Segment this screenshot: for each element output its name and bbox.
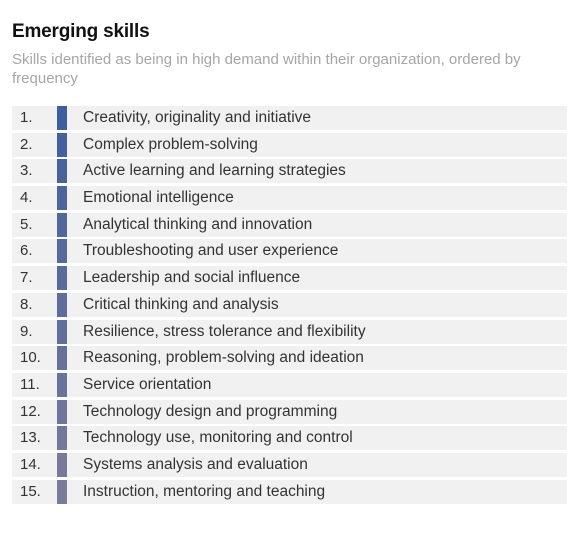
rank-marker-bar: [57, 239, 67, 264]
table-row: 3. Active learning and learning strategie…: [12, 159, 567, 184]
skill-label: Complex problem-solving: [83, 135, 258, 153]
rank-number: 8.: [20, 295, 33, 313]
rank-marker-bar: [57, 319, 67, 344]
table-row: 4. Emotional intelligence: [12, 186, 567, 211]
rank-number: 15.: [20, 482, 41, 500]
chart-subtitle: Skills identified as being in high deman…: [12, 51, 521, 87]
rank-number: 4.: [20, 189, 33, 207]
rank-marker-bar: [57, 399, 67, 424]
table-row: 6. Troubleshooting and user experience: [12, 239, 567, 264]
rank-marker-bar: [57, 132, 67, 157]
table-row: 9. Resilience, stress tolerance and flexi…: [12, 319, 567, 344]
rank-number: 6.: [20, 242, 33, 260]
rank-marker-bar: [57, 426, 67, 451]
rank-marker-bar: [57, 266, 67, 291]
skill-label: Instruction, mentoring and teaching: [83, 482, 326, 500]
skill-label: Troubleshooting and user experience: [83, 242, 339, 260]
rank-marker-bar: [57, 106, 67, 130]
table-row: 15. Instruction, mentoring and teaching: [12, 479, 567, 504]
rank-number: 13.: [20, 429, 41, 447]
rank-marker-bar: [57, 372, 67, 397]
rank-number: 12.: [20, 402, 41, 420]
rank-marker-bar: [57, 479, 67, 504]
skill-label: Service orientation: [83, 375, 212, 393]
skill-label: Creativity, originality and initiative: [83, 109, 312, 126]
skill-label: Resilience, stress tolerance and flexibi…: [83, 322, 366, 340]
rank-number: 1.: [20, 109, 33, 126]
table-row: 8. Critical thinking and analysis: [12, 292, 567, 317]
rank-number: 11.: [20, 375, 40, 393]
skill-label: Emotional intelligence: [83, 189, 234, 207]
rank-number: 14.: [20, 455, 41, 473]
rank-number: 10.: [20, 349, 41, 367]
table-row: 1. Creativity, originality and initiative: [12, 106, 567, 130]
rank-marker-bar: [57, 159, 67, 184]
rank-marker-bar: [57, 212, 67, 237]
rank-marker-bar: [57, 186, 67, 211]
rank-number: 7.: [20, 269, 33, 287]
table-row: 10. Reasoning, problem-solving and ideati…: [12, 346, 567, 371]
rank-marker-bar: [57, 452, 67, 477]
skill-label: Technology use, monitoring and control: [83, 429, 353, 447]
rank-marker-bar: [57, 292, 67, 317]
chart-title: Emerging skills: [12, 21, 150, 42]
skill-label: Analytical thinking and innovation: [83, 215, 313, 233]
rank-number: 2.: [20, 135, 33, 153]
table-row: 11. Service orientation: [12, 372, 567, 397]
rank-number: 3.: [20, 162, 33, 180]
table-row: 7. Leadership and social influence: [12, 266, 567, 291]
skills-list: 1. Creativity, originality and initiative…: [12, 106, 567, 506]
table-row: 5. Analytical thinking and innovation: [12, 212, 567, 237]
skill-label: Active learning and learning strategies: [83, 162, 346, 180]
skill-label: Leadership and social influence: [83, 269, 301, 287]
rank-number: 5.: [20, 215, 33, 233]
table-row: 12. Technology design and programming: [12, 399, 567, 424]
rank-marker-bar: [57, 346, 67, 371]
skill-label: Technology design and programming: [83, 402, 338, 420]
table-row: 13. Technology use, monitoring and contro…: [12, 426, 567, 451]
skill-label: Systems analysis and evaluation: [83, 455, 308, 473]
skill-label: Reasoning, problem-solving and ideation: [83, 349, 364, 367]
rank-number: 9.: [20, 322, 33, 340]
table-row: 2. Complex problem-solving: [12, 132, 567, 157]
skill-label: Critical thinking and analysis: [83, 295, 279, 313]
table-row: 14. Systems analysis and evaluation: [12, 452, 567, 477]
